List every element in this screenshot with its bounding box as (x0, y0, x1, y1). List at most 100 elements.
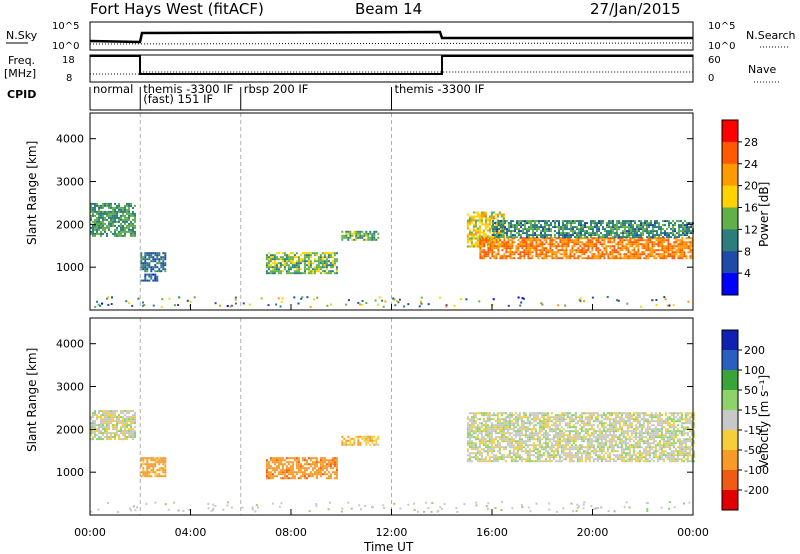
data-cell (478, 217, 481, 220)
data-cell (665, 255, 668, 258)
data-cell (470, 239, 473, 242)
data-cell (479, 247, 482, 250)
speckle-cell (107, 303, 110, 306)
data-cell (535, 239, 538, 242)
data-cell (128, 412, 130, 415)
data-cell (160, 266, 163, 269)
data-cell (506, 420, 509, 423)
data-cell (536, 414, 539, 417)
data-cell (632, 234, 634, 237)
data-cell (608, 452, 611, 455)
data-cell (140, 268, 143, 271)
data-cell (114, 212, 116, 215)
data-cell (632, 226, 634, 229)
data-cell (108, 420, 110, 423)
data-cell (518, 448, 521, 451)
data-cell (474, 442, 477, 445)
data-cell (108, 428, 110, 431)
data-cell (490, 215, 493, 218)
data-cell (622, 448, 625, 451)
data-cell (527, 239, 530, 242)
data-cell (651, 251, 654, 254)
data-cell (570, 420, 573, 423)
data-cell (514, 446, 517, 449)
data-cell (554, 450, 557, 453)
data-cell (496, 416, 499, 419)
data-cell (486, 245, 489, 248)
data-cell (581, 243, 584, 246)
data-cell (586, 412, 589, 415)
data-cell (610, 440, 613, 443)
data-cell (673, 257, 676, 260)
data-cell (335, 471, 338, 474)
data-cell (602, 444, 605, 447)
data-cell (514, 448, 517, 451)
data-cell (283, 260, 286, 263)
data-cell (483, 245, 486, 248)
data-cell (532, 442, 535, 445)
data-cell (140, 262, 143, 265)
data-cell (478, 450, 481, 453)
data-cell (546, 418, 549, 421)
data-cell (534, 226, 536, 229)
data-cell (570, 438, 573, 441)
data-cell (573, 239, 576, 242)
data-cell (597, 257, 600, 260)
data-cell (483, 257, 486, 260)
data-cell (295, 256, 298, 259)
data-cell (554, 432, 557, 435)
data-cell (331, 459, 334, 462)
data-cell (679, 241, 682, 244)
data-cell (512, 434, 515, 437)
data-cell (528, 234, 530, 237)
data-cell (535, 247, 538, 250)
data-cell (534, 232, 536, 235)
data-cell (506, 430, 509, 433)
data-cell (486, 219, 489, 222)
data-cell (482, 237, 485, 240)
data-cell (506, 232, 508, 235)
data-cell (637, 243, 640, 246)
freq-trace (90, 55, 693, 75)
data-cell (275, 268, 278, 271)
data-cell (586, 440, 589, 443)
data-cell (558, 430, 561, 433)
data-cell (315, 473, 318, 476)
data-cell (602, 414, 605, 417)
data-cell (606, 428, 609, 431)
data-cell (506, 436, 509, 439)
data-cell (479, 243, 482, 246)
data-cell (144, 475, 147, 478)
data-cell (472, 412, 475, 415)
data-cell (273, 264, 276, 267)
data-cell (649, 241, 652, 244)
data-cell (526, 438, 529, 441)
data-cell (494, 420, 497, 423)
data-cell (373, 230, 376, 233)
data-cell (510, 424, 513, 427)
data-cell (476, 450, 479, 453)
data-cell (100, 410, 102, 413)
data-cell (273, 272, 276, 275)
data-cell (534, 432, 537, 435)
data-cell (558, 454, 561, 457)
data-cell (490, 450, 493, 453)
data-cell (508, 222, 510, 225)
speckle-cell (275, 303, 278, 306)
data-cell (568, 436, 571, 439)
data-cell (616, 414, 619, 417)
data-cell (629, 245, 632, 248)
data-cell (98, 410, 100, 413)
data-cell (608, 230, 610, 233)
data-cell (110, 220, 112, 223)
data-cell (592, 430, 595, 433)
data-cell (564, 454, 567, 457)
data-cell (624, 222, 626, 225)
data-cell (606, 416, 609, 419)
data-cell (553, 239, 556, 242)
data-cell (524, 426, 527, 429)
data-cell (100, 430, 102, 433)
data-cell (550, 428, 553, 431)
data-cell (112, 218, 114, 221)
data-cell (307, 475, 310, 478)
